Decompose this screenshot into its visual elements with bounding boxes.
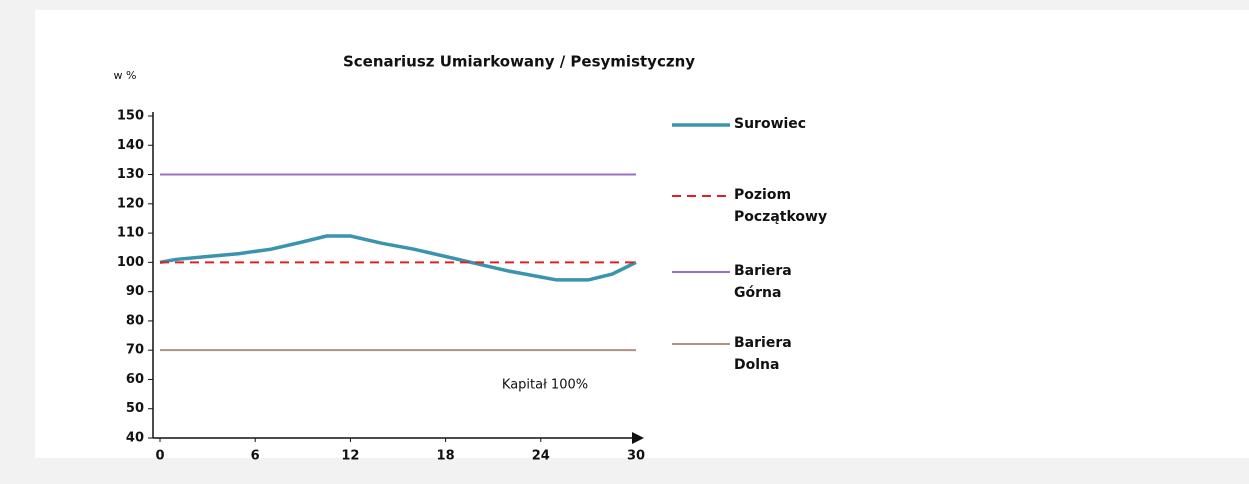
- legend-label: Bariera Dolna: [734, 335, 792, 373]
- legend-swatch: [672, 343, 730, 345]
- legend-item: Surowiec: [672, 113, 852, 135]
- legend-label: Poziom Początkowy: [734, 187, 828, 225]
- y-tick-label: 150: [117, 109, 144, 124]
- chart-title: Scenariusz Umiarkowany / Pesymistyczny: [343, 53, 695, 71]
- y-tick-label: 40: [126, 431, 144, 446]
- legend-item: Bariera Dolna: [672, 332, 852, 376]
- y-tick-label: 70: [126, 343, 144, 358]
- x-tick-label: 6: [251, 449, 260, 464]
- y-tick-label: 100: [117, 255, 144, 270]
- series-line: [159, 234, 637, 282]
- y-tick-label: 50: [126, 401, 144, 416]
- x-tick-label: 24: [532, 449, 550, 464]
- legend-item: Poziom Początkowy: [672, 184, 852, 228]
- x-tick-label: 30: [627, 449, 645, 464]
- legend-label: Bariera Górna: [734, 263, 792, 301]
- y-tick-label: 110: [117, 226, 144, 241]
- x-tick-label: 12: [341, 449, 359, 464]
- legend-swatch: [672, 271, 730, 273]
- legend-swatch: [672, 123, 730, 127]
- x-tick-label: 18: [437, 449, 455, 464]
- legend-item: Bariera Górna: [672, 260, 852, 304]
- x-tick-label: 0: [155, 449, 164, 464]
- panel: [35, 10, 1249, 458]
- legend-label: Surowiec: [734, 116, 807, 132]
- annotation: Kapitał 100%: [502, 378, 588, 393]
- y-tick-label: 60: [126, 372, 144, 387]
- x-axis-arrow: [632, 432, 644, 444]
- legend-swatch: [672, 195, 730, 197]
- y-tick-label: 140: [117, 138, 144, 153]
- y-tick-label: 130: [117, 167, 144, 182]
- y-tick-label: 80: [126, 313, 144, 328]
- y-axis-label: w %: [114, 69, 137, 82]
- y-tick-label: 90: [126, 284, 144, 299]
- y-tick-label: 120: [117, 196, 144, 211]
